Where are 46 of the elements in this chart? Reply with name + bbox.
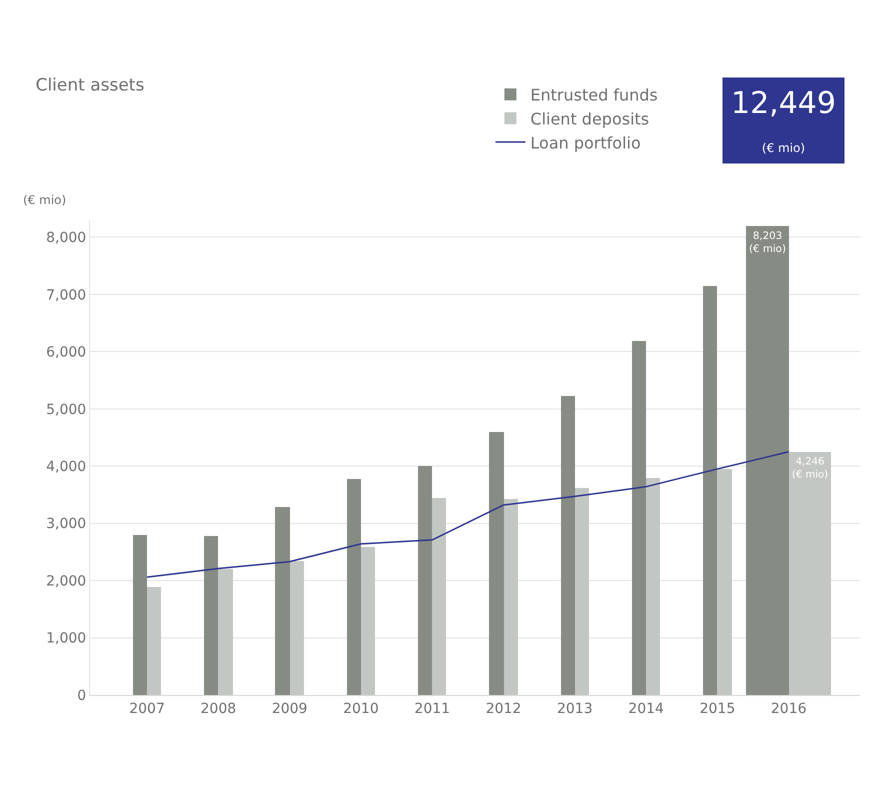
- x-tick-label: 2012: [486, 700, 522, 717]
- legend-label: Client deposits: [530, 109, 650, 128]
- x-tick-label: 2015: [700, 700, 736, 717]
- line-series: [146, 451, 790, 578]
- x-tick-label: 2013: [556, 700, 593, 717]
- x-tick-label: 2007: [129, 700, 165, 717]
- y-tick-label: 3,000: [46, 516, 86, 532]
- bar: [290, 561, 304, 695]
- bar: [418, 466, 432, 695]
- legend-label: Entrusted funds: [530, 86, 658, 105]
- data-label: 4,246 (€ mio): [792, 456, 828, 481]
- y-tick-label: 0: [77, 688, 86, 704]
- y-tick-label: 2,000: [46, 573, 86, 590]
- bar: [204, 536, 218, 695]
- bar: [504, 499, 518, 695]
- y-tick-label: 4,000: [46, 458, 86, 475]
- y-axis-title: (€ mio): [23, 193, 66, 207]
- bar: [432, 498, 446, 695]
- bar: [561, 396, 575, 695]
- bar: [489, 432, 504, 695]
- legend-label: Loan portfolio: [530, 133, 641, 152]
- x-tick-label: 2016: [770, 700, 807, 717]
- bar: [646, 478, 660, 695]
- data-label: 8,203 (€ mio): [749, 230, 786, 256]
- bar: [133, 535, 147, 695]
- bar: [347, 479, 361, 695]
- bar: [218, 569, 233, 695]
- y-tick-label: 8,000: [46, 230, 86, 246]
- bar: [703, 286, 717, 695]
- chart-title: Client assets: [36, 75, 144, 96]
- x-tick-label: 2008: [200, 700, 236, 717]
- bar: [147, 587, 161, 695]
- bar: [361, 547, 375, 695]
- y-tick-label: 6,000: [46, 344, 86, 361]
- x-tick-label: 2014: [628, 700, 664, 717]
- bar: [275, 507, 290, 695]
- bar: [717, 469, 732, 695]
- text: 12,449 (€ mio): [731, 86, 836, 155]
- x-tick-label: 2010: [343, 700, 379, 717]
- bar: [632, 341, 646, 695]
- y-tick-label: 7,000: [46, 287, 86, 304]
- y-tick-label: 5,000: [46, 402, 86, 418]
- bar: [575, 488, 589, 695]
- y-tick-label: 1,000: [46, 630, 86, 647]
- x-tick-label: 2011: [414, 700, 450, 717]
- x-tick-label: 2009: [272, 700, 308, 717]
